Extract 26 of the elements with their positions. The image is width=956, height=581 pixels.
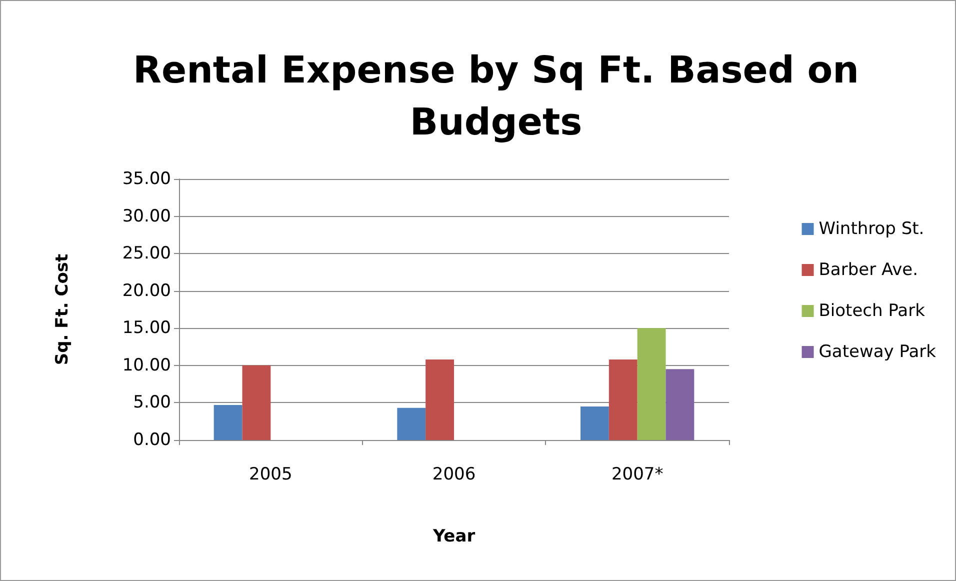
x-axis-title: Year (432, 526, 476, 546)
x-tick-label: 2007* (611, 464, 664, 484)
y-tick-label: 0.00 (133, 430, 171, 450)
y-tick-label: 5.00 (133, 392, 171, 413)
bar (637, 328, 666, 440)
bar (608, 359, 638, 440)
legend-label: Gateway Park (818, 342, 936, 362)
bar (666, 369, 694, 440)
y-tick-label: 15.00 (122, 318, 171, 338)
y-tick-label: 25.00 (122, 244, 171, 264)
x-tick-label: 2006 (432, 464, 476, 484)
y-tick-label: 10.00 (122, 355, 171, 376)
bar (214, 404, 242, 440)
legend-label: Winthrop St. (818, 219, 924, 239)
chart-title: Rental Expense by Sq Ft. Based on Budgets (132, 48, 860, 144)
bar (426, 359, 454, 440)
x-tick-label: 2005 (249, 464, 292, 484)
legend-label: Biotech Park (818, 301, 926, 321)
y-tick-label: 30.00 (122, 206, 171, 226)
bar (580, 406, 609, 440)
legend-label: Barber Ave. (818, 260, 918, 280)
y-tick-label: 20.00 (122, 280, 171, 301)
bar (397, 408, 426, 440)
y-tick-label: 35.00 (122, 169, 171, 189)
bar (242, 365, 271, 440)
y-axis-title: Sq. Ft. Cost (52, 254, 72, 366)
